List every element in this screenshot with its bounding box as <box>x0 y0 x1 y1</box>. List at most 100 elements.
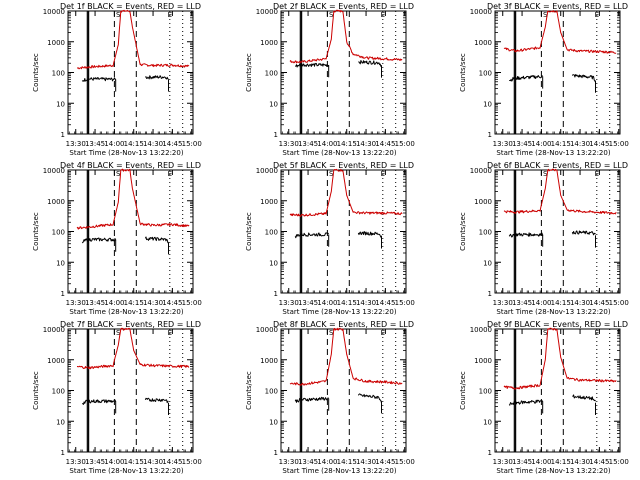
series-lld-red <box>76 327 190 370</box>
series-events-black <box>294 396 329 403</box>
x-tick-label: 15:00 <box>609 458 629 466</box>
y-tick-label: 10 <box>483 259 492 267</box>
marker-label: S <box>329 170 334 178</box>
x-axis-label: Start Time (28-Nov-13 13:22:20) <box>282 149 396 157</box>
y-tick-label: 10 <box>483 100 492 108</box>
x-tick-label: 14:15 <box>551 299 571 307</box>
x-tick-label: 14:30 <box>143 458 163 466</box>
series-events-black <box>81 237 117 244</box>
x-tick-label: 13:45 <box>85 299 105 307</box>
x-tick-label: 15:00 <box>395 458 415 466</box>
series-events-black <box>357 393 382 404</box>
marker-label: S <box>116 329 121 337</box>
panel-title: Det 9f BLACK = Events, RED = LLD <box>487 320 628 329</box>
y-axis-label: Counts/sec <box>459 212 467 251</box>
y-tick-label: 1 <box>274 290 278 298</box>
x-tick-label: 14:15 <box>337 140 357 148</box>
y-tick-label: 1000 <box>474 357 492 365</box>
y-tick-label: 1 <box>61 290 65 298</box>
y-tick-label: 1000 <box>47 198 65 206</box>
y-tick-label: 100 <box>265 388 278 396</box>
x-axis-label: Start Time (28-Nov-13 13:22:20) <box>69 467 183 475</box>
x-axis-label: Start Time (28-Nov-13 13:22:20) <box>282 467 396 475</box>
y-tick-label: 1000 <box>47 357 65 365</box>
x-tick-label: 13:45 <box>298 458 318 466</box>
series-events-black <box>509 75 543 82</box>
series-events-black <box>144 397 169 404</box>
y-tick-label: 1000 <box>474 39 492 47</box>
x-tick-label: 15:00 <box>609 140 629 148</box>
marker-label: S <box>329 329 334 337</box>
x-tick-label: 14:30 <box>356 299 376 307</box>
y-axis-label: Counts/sec <box>459 371 467 410</box>
series-events-black <box>294 232 330 239</box>
y-axis-label: Counts/sec <box>245 53 253 92</box>
x-tick-label: 13:30 <box>493 140 513 148</box>
marker-label: E <box>381 329 385 337</box>
x-axis-label: Start Time (28-Nov-13 13:22:20) <box>496 149 610 157</box>
y-axis-label: Counts/sec <box>32 53 40 92</box>
y-tick-label: 10 <box>483 418 492 426</box>
x-tick-label: 14:45 <box>589 299 609 307</box>
series-events-black <box>144 236 169 244</box>
x-axis-label: Start Time (28-Nov-13 13:22:20) <box>496 308 610 316</box>
y-tick-label: 100 <box>52 388 65 396</box>
y-tick-label: 1000 <box>260 357 278 365</box>
y-tick-label: 1 <box>488 131 492 139</box>
panel-det-9: Det 9f BLACK = Events, RED = LLD Counts/s… <box>459 320 629 475</box>
panel-title: Det 6f BLACK = Events, RED = LLD <box>487 161 628 170</box>
panel-title: Det 1f BLACK = Events, RED = LLD <box>60 2 201 11</box>
x-tick-label: 15:00 <box>395 140 415 148</box>
x-axis-label: Start Time (28-Nov-13 13:22:20) <box>282 308 396 316</box>
y-tick-label: 100 <box>52 229 65 237</box>
y-tick-label: 10 <box>269 100 278 108</box>
x-tick-label: 13:30 <box>493 458 513 466</box>
x-tick-label: 13:45 <box>85 140 105 148</box>
x-tick-label: 14:45 <box>375 458 395 466</box>
marker-label: E <box>381 170 385 178</box>
y-tick-label: 10000 <box>256 167 278 175</box>
y-tick-label: 1000 <box>260 39 278 47</box>
panel-det-5: Det 5f BLACK = Events, RED = LLD Counts/s… <box>245 161 415 316</box>
y-tick-label: 1 <box>274 131 278 139</box>
y-axis-label: Counts/sec <box>245 212 253 251</box>
y-axis-label: Counts/sec <box>459 53 467 92</box>
y-axis-label: Counts/sec <box>32 212 40 251</box>
marker-label: S <box>116 170 121 178</box>
x-tick-label: 14:00 <box>317 458 337 466</box>
x-tick-label: 14:45 <box>589 458 609 466</box>
marker-label: S <box>329 11 334 19</box>
marker-label: S <box>543 11 548 19</box>
marker-label: S <box>543 170 548 178</box>
x-tick-label: 14:15 <box>337 299 357 307</box>
y-tick-label: 10 <box>269 418 278 426</box>
x-tick-label: 14:15 <box>124 299 144 307</box>
marker-label: S <box>543 329 548 337</box>
y-tick-label: 1 <box>488 449 492 457</box>
y-tick-label: 100 <box>479 229 492 237</box>
marker-label: E <box>595 329 599 337</box>
x-tick-label: 14:00 <box>531 458 551 466</box>
series-events-black <box>571 74 596 83</box>
y-tick-label: 10000 <box>256 8 278 16</box>
x-tick-label: 13:45 <box>298 140 318 148</box>
x-tick-label: 14:45 <box>162 140 182 148</box>
series-events-black <box>81 399 117 405</box>
panel-det-4: Det 4f BLACK = Events, RED = LLD Counts/s… <box>32 161 202 316</box>
x-tick-label: 13:45 <box>85 458 105 466</box>
marker-label: E <box>168 170 172 178</box>
series-lld-red <box>503 10 617 54</box>
series-lld-red <box>289 168 403 217</box>
y-tick-label: 10 <box>56 259 65 267</box>
series-lld-red <box>503 327 617 390</box>
marker-label: E <box>595 170 599 178</box>
x-tick-label: 14:00 <box>531 140 551 148</box>
panel-title: Det 7f BLACK = Events, RED = LLD <box>60 320 201 329</box>
x-tick-label: 14:45 <box>162 299 182 307</box>
y-tick-label: 100 <box>479 70 492 78</box>
series-events-black <box>81 77 117 82</box>
series-events-black <box>571 230 596 236</box>
series-events-black <box>572 394 596 402</box>
x-tick-label: 14:30 <box>356 458 376 466</box>
panel-title: Det 3f BLACK = Events, RED = LLD <box>487 2 628 11</box>
